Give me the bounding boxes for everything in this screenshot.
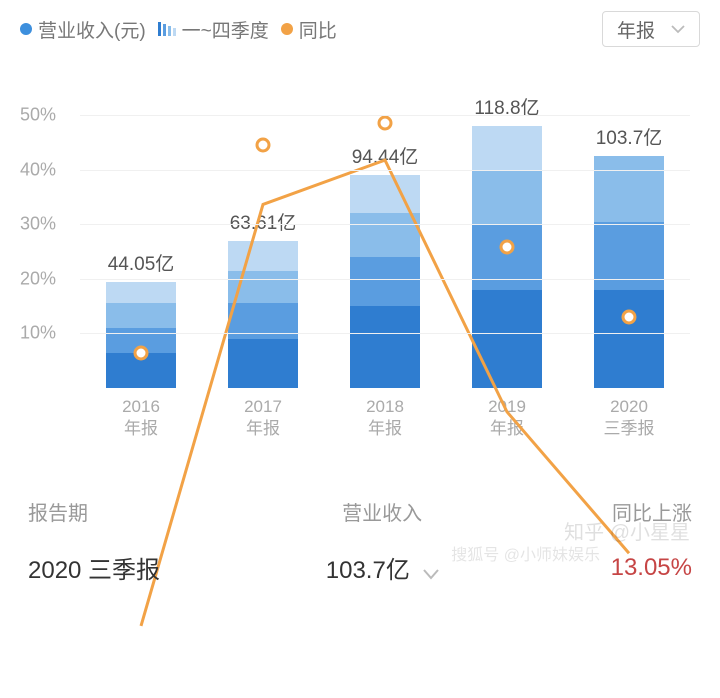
gridline xyxy=(80,170,690,171)
legend-label: 营业收入(元) xyxy=(38,16,146,43)
dot-icon xyxy=(281,23,293,35)
legend-label: 一~四季度 xyxy=(182,16,269,43)
bars-icon xyxy=(158,22,176,36)
summary-period: 2020 三季报 xyxy=(28,550,271,585)
gridline xyxy=(80,224,690,225)
col-header-period: 报告期 xyxy=(28,497,271,526)
y-tick-label: 30% xyxy=(20,214,56,235)
y-tick-label: 40% xyxy=(20,159,56,180)
y-tick-label: 20% xyxy=(20,268,56,289)
line-marker xyxy=(132,344,150,362)
legend-item-yoy: 同比 xyxy=(281,16,337,43)
legend-item-revenue: 营业收入(元) xyxy=(20,16,146,43)
legend-row: 营业收入(元) 一~四季度 同比 年报 xyxy=(0,0,720,58)
yoy-line xyxy=(80,88,690,698)
line-marker xyxy=(254,136,272,154)
summary-table: 报告期 营业收入 同比上涨 2020 三季报 103.7亿 13.05% xyxy=(0,483,720,605)
line-marker xyxy=(498,238,516,256)
dropdown-selected: 年报 xyxy=(617,16,655,43)
gridline xyxy=(80,279,690,280)
chevron-down-icon xyxy=(671,22,685,36)
legend-label: 同比 xyxy=(299,16,337,43)
dot-icon xyxy=(20,23,32,35)
line-marker xyxy=(620,308,638,326)
col-header-yoy: 同比上涨 xyxy=(493,497,692,526)
legend-item-quarters: 一~四季度 xyxy=(158,16,269,43)
col-header-revenue: 营业收入 xyxy=(271,497,492,526)
y-tick-label: 10% xyxy=(20,323,56,344)
chevron-down-icon[interactable] xyxy=(423,568,439,580)
gridline xyxy=(80,115,690,116)
line-marker xyxy=(376,114,394,132)
summary-yoy: 13.05% xyxy=(493,554,692,582)
summary-revenue: 103.7亿 xyxy=(271,550,492,585)
gridline xyxy=(80,333,690,334)
y-tick-label: 50% xyxy=(20,105,56,126)
report-type-dropdown[interactable]: 年报 xyxy=(602,11,700,47)
revenue-chart: 10%20%30%40%50% 44.05亿2016年报63.61亿2017年报… xyxy=(20,58,700,448)
